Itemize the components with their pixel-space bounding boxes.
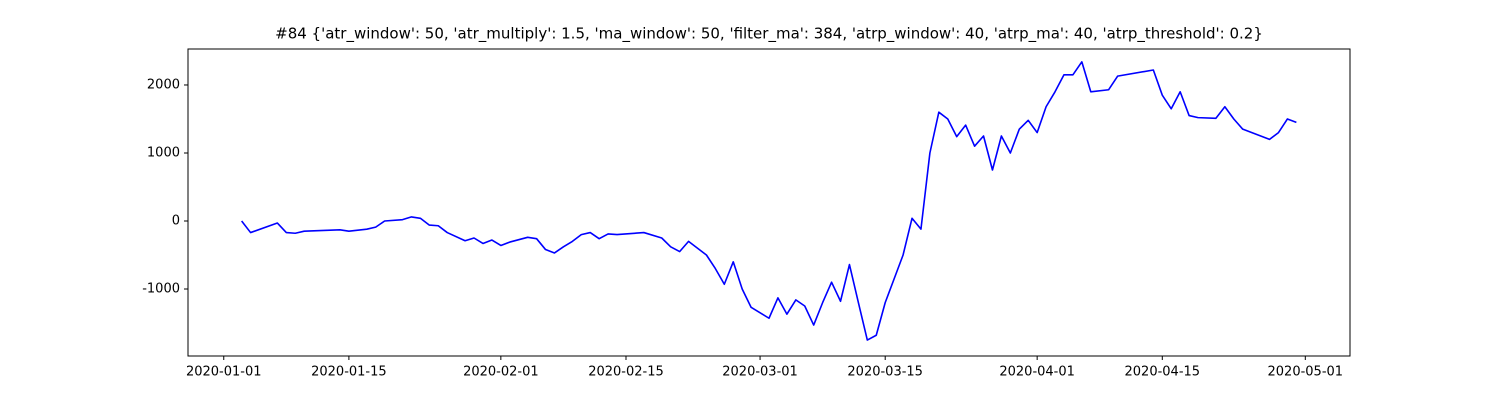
y-tick-label: 0 xyxy=(172,213,180,228)
x-tick-label: 2020-04-15 xyxy=(1125,365,1201,380)
chart-title: #84 {'atr_window': 50, 'atr_multiply': 1… xyxy=(275,25,1263,44)
x-tick-label: 2020-03-15 xyxy=(847,365,923,380)
x-tick-label: 2020-01-15 xyxy=(311,365,387,380)
y-tick-label: 1000 xyxy=(147,145,180,160)
x-tick-label: 2020-03-01 xyxy=(722,365,798,380)
line xyxy=(240,61,1297,341)
y-tick-label: 2000 xyxy=(147,77,180,92)
plot-frame xyxy=(187,48,1351,357)
y-tick-label: -1000 xyxy=(142,282,180,297)
x-tick-label: 2020-02-01 xyxy=(463,365,539,380)
x-tick-label: 2020-04-01 xyxy=(999,365,1075,380)
x-tick-label: 2020-01-01 xyxy=(186,365,262,380)
x-tick-label: 2020-02-15 xyxy=(588,365,664,380)
x-tick-label: 2020-05-01 xyxy=(1268,365,1344,380)
